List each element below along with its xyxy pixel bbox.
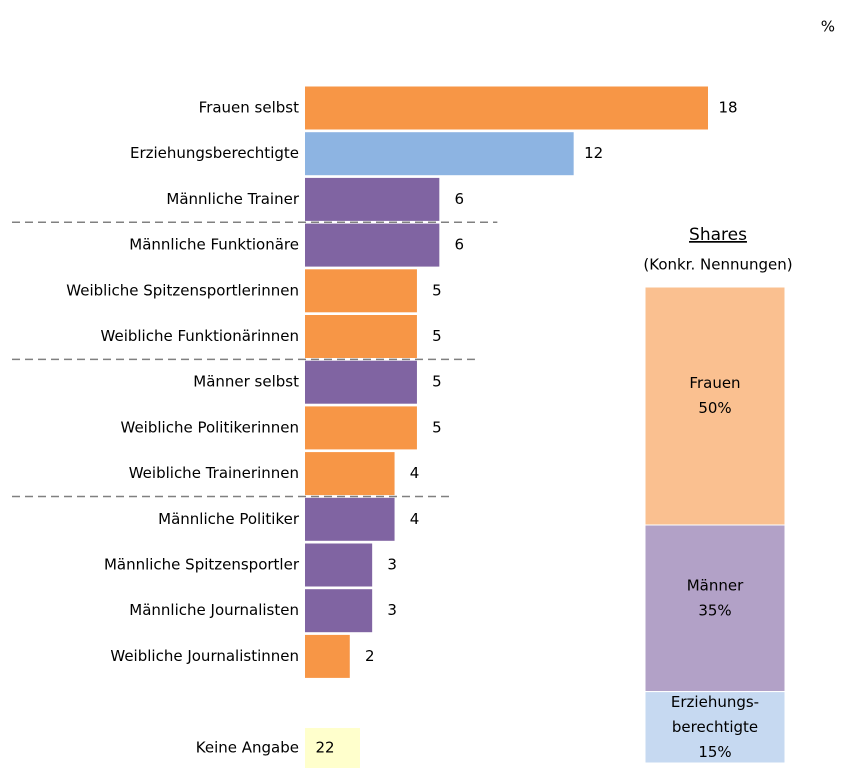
value-label: 4 <box>410 510 420 528</box>
bar <box>305 86 708 130</box>
category-label: Männliche Spitzensportler <box>104 556 300 574</box>
category-label: Männliche Funktionäre <box>129 236 299 254</box>
bar <box>305 497 395 541</box>
bar <box>305 177 440 221</box>
share-name: Männer <box>687 576 744 594</box>
value-label: 5 <box>432 281 442 299</box>
bar <box>305 269 417 313</box>
value-label: 5 <box>432 418 442 436</box>
share-value-label: 35% <box>698 601 731 619</box>
value-label: 5 <box>432 327 442 345</box>
no-answer-label: Keine Angabe <box>196 739 299 757</box>
value-label: 5 <box>432 373 442 391</box>
category-label: Weibliche Spitzensportlerinnen <box>66 281 299 299</box>
value-label: 12 <box>584 144 603 162</box>
value-label: 2 <box>365 647 375 665</box>
share-name: Erziehungs- <box>671 693 759 711</box>
value-label: 3 <box>387 601 397 619</box>
share-name: Frauen <box>689 374 740 392</box>
no-answer-value: 22 <box>315 739 334 757</box>
bar <box>305 406 417 450</box>
shares-subtitle: (Konkr. Nennungen) <box>643 256 792 274</box>
share-name: berechtigte <box>672 718 758 736</box>
category-label: Männer selbst <box>193 373 299 391</box>
bar <box>305 315 417 358</box>
no-answer-box <box>305 728 360 768</box>
category-label: Frauen selbst <box>199 99 299 117</box>
unit-label: % <box>821 18 835 36</box>
category-label: Weibliche Trainerinnen <box>129 464 299 482</box>
bar <box>305 634 350 678</box>
category-label: Erziehungsberechtigte <box>130 144 299 162</box>
bar <box>305 223 440 267</box>
category-label: Weibliche Politikerinnen <box>121 418 300 436</box>
bar <box>305 360 417 404</box>
share-segment <box>644 286 786 526</box>
category-label: Männliche Politiker <box>158 510 300 528</box>
share-value-label: 50% <box>698 399 731 417</box>
value-label: 3 <box>387 556 397 574</box>
bar <box>305 132 574 176</box>
bar <box>305 543 373 587</box>
category-label: Männliche Journalisten <box>129 601 299 619</box>
category-label: Weibliche Funktionärinnen <box>101 327 299 345</box>
value-label: 18 <box>718 99 737 117</box>
value-label: 6 <box>455 236 465 254</box>
share-value-label: 15% <box>698 743 731 761</box>
bar <box>305 589 373 633</box>
share-segment <box>644 691 786 764</box>
shares-title: Shares <box>689 225 747 245</box>
value-label: 4 <box>410 464 420 482</box>
value-label: 6 <box>455 190 465 208</box>
bar <box>305 452 395 496</box>
category-label: Männliche Trainer <box>166 190 299 208</box>
category-label: Weibliche Journalistinnen <box>110 647 299 665</box>
